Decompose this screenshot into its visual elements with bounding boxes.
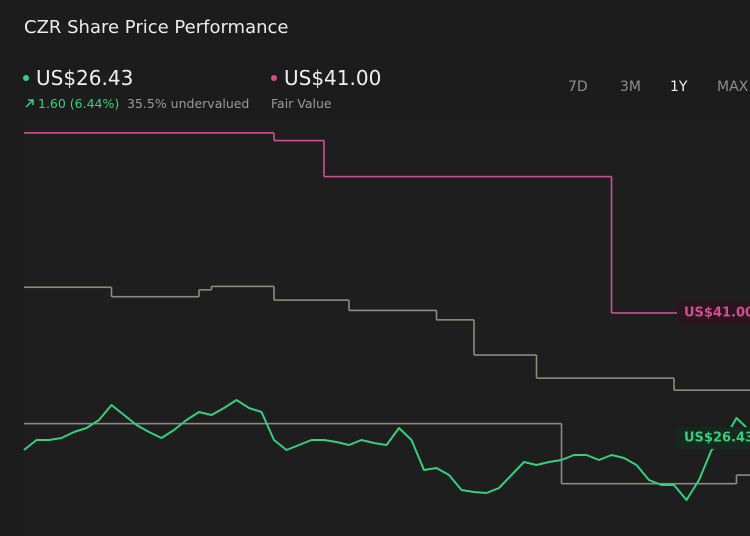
range-tab[interactable]: 3M bbox=[620, 79, 641, 95]
valuation: 35.5% undervalued bbox=[127, 96, 250, 111]
fair-value: US$41.00 bbox=[284, 66, 382, 90]
chart-panel bbox=[24, 120, 750, 536]
fair-value-dot bbox=[271, 75, 277, 81]
fair-value-tag bbox=[677, 301, 750, 324]
price-end-label: US$26.43 bbox=[684, 430, 750, 445]
range-tab[interactable]: 7D bbox=[568, 79, 588, 95]
price-tag bbox=[677, 426, 750, 449]
current-price: US$26.43 bbox=[36, 66, 134, 90]
range-tab[interactable]: 1Y bbox=[670, 79, 688, 95]
range-tab[interactable]: MAX bbox=[717, 79, 749, 95]
up-arrow bbox=[25, 99, 34, 108]
price-line bbox=[23, 399, 750, 501]
chart-title: CZR Share Price Performance bbox=[24, 17, 289, 38]
price-change: 1.60 (6.44%) bbox=[38, 96, 120, 111]
fair-value-end-label: US$41.00 bbox=[684, 305, 750, 320]
price-dot bbox=[23, 75, 29, 81]
fair-value-label: Fair Value bbox=[271, 96, 332, 111]
